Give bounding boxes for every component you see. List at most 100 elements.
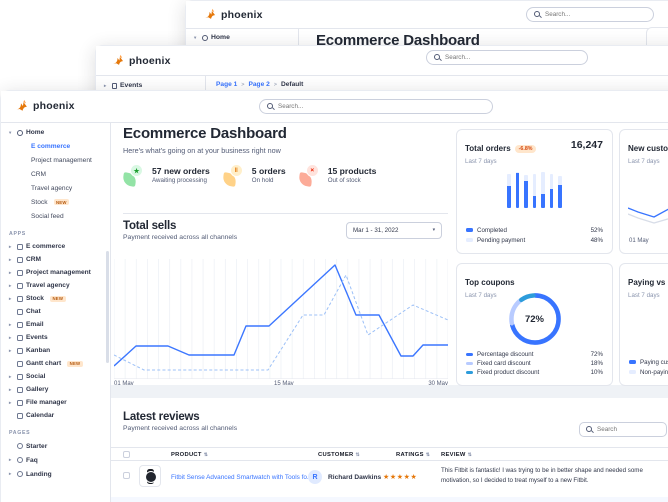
app-icon — [17, 295, 23, 302]
customer-name: Richard Dawkins — [328, 474, 382, 481]
next-row-strip — [111, 497, 668, 502]
sidebar-subitem[interactable]: Social feed — [1, 209, 110, 223]
legend-label: Fixed product discount — [477, 369, 540, 376]
breadcrumb-link[interactable]: Page 2 — [248, 81, 270, 88]
breadcrumb-separator: > — [273, 81, 277, 88]
sidebar-item-home[interactable]: ▾ Home — [194, 34, 298, 41]
sidebar-item-app[interactable]: ▸ Events — [1, 331, 110, 344]
page-icon — [17, 443, 23, 449]
sidebar-item-home[interactable]: ▾ Home — [1, 126, 110, 139]
total-sells-subtitle: Payment received across all channels — [123, 234, 238, 241]
product-link[interactable]: Fitbit Sense Advanced Smartwatch with To… — [171, 474, 313, 481]
page-title: Ecommerce Dashboard — [123, 125, 287, 142]
front-search-input[interactable] — [278, 103, 485, 110]
sidebar-item-app[interactable]: ▸ File manager — [1, 396, 110, 409]
sidebar-item-app[interactable]: ▸ Gallery — [1, 383, 110, 396]
smartwatch-image — [144, 468, 157, 484]
select-all-checkbox[interactable] — [123, 451, 130, 458]
page-subtitle: Here's what's going on at your business … — [123, 146, 281, 155]
column-header-customer[interactable]: CUSTOMER ⇅ — [318, 451, 360, 458]
sidebar-subitem[interactable]: Stock NEW — [1, 195, 110, 209]
sidebar-scrollbar[interactable] — [106, 251, 109, 363]
chevron-down-icon: ▾ — [9, 129, 12, 135]
card-title: Total orders -6.8% — [465, 144, 537, 153]
sidebar-item-label: File manager — [26, 399, 67, 406]
phoenix-logo[interactable]: phoenix — [204, 8, 263, 21]
chevron-right-icon: ▸ — [9, 347, 12, 353]
stat-caption: Awaiting processing — [152, 177, 207, 184]
reviews-search[interactable] — [579, 422, 667, 437]
app-icon — [17, 321, 23, 328]
sidebar-item-app[interactable]: ▸ Kanban — [1, 344, 110, 357]
pages-list: Starter ▸ Faq ▸ Landing — [1, 439, 110, 481]
legend-row: Percentage discount 72% — [466, 350, 603, 359]
reviews-search-input[interactable] — [597, 426, 660, 433]
sidebar-section-pages: PAGES — [9, 430, 31, 436]
change-badge: -6.8% — [514, 145, 537, 153]
sidebar-item-label: Stock — [26, 295, 44, 302]
middle-search[interactable] — [426, 50, 588, 65]
legend-row: Fixed product discount 10% — [466, 368, 603, 377]
row-checkbox[interactable] — [123, 472, 130, 479]
product-thumbnail[interactable] — [139, 465, 161, 487]
date-range-select[interactable]: Mar 1 - 31, 2022 ▾ — [346, 222, 442, 239]
legend-row: Fixed card discount 18% — [466, 359, 603, 368]
chevron-right-icon: ▸ — [9, 295, 12, 301]
sidebar-item-app[interactable]: ▸ Email — [1, 318, 110, 331]
top-coupons-card: Top coupons Last 7 days 72% Percentage d… — [456, 263, 613, 386]
sidebar-item-page[interactable]: ▸ Faq — [1, 453, 110, 467]
sidebar-subitem[interactable]: E commerce — [1, 139, 110, 153]
phoenix-logo[interactable]: phoenix — [15, 99, 75, 113]
app-icon — [17, 243, 23, 250]
sidebar-item-app[interactable]: ▸ Travel agency — [1, 279, 110, 292]
phoenix-logo-icon — [113, 54, 124, 65]
sidebar-item-app[interactable]: ▸ CRM — [1, 253, 110, 266]
legend-row: Paying customer — [629, 357, 668, 367]
sidebar-item-page[interactable]: ▸ Landing — [1, 467, 110, 481]
sidebar-item-app[interactable]: Gantt chart NEW — [1, 357, 110, 370]
phoenix-logo[interactable]: phoenix — [112, 54, 171, 67]
sidebar-item-label: Faq — [26, 456, 38, 464]
card-period: Last 7 days — [465, 292, 497, 299]
sidebar-item-label: Social feed — [31, 212, 64, 220]
sidebar-item-app[interactable]: ▸ Stock NEW — [1, 292, 110, 305]
column-header-ratings[interactable]: RATINGS ⇅ — [396, 451, 431, 458]
legend-marker — [466, 361, 473, 366]
phoenix-logo-icon — [205, 8, 216, 19]
latest-reviews-title: Latest reviews — [123, 411, 200, 423]
sidebar-subitem[interactable]: Travel agency — [1, 181, 110, 195]
sidebar-subitem[interactable]: CRM — [1, 167, 110, 181]
chevron-right-icon: ▸ — [9, 471, 12, 476]
back-search[interactable] — [526, 7, 654, 22]
front-search[interactable] — [259, 99, 493, 114]
stat-value: 57 new orders — [152, 166, 210, 176]
middle-search-input[interactable] — [445, 54, 580, 61]
search-icon — [434, 54, 441, 61]
sidebar-item-app[interactable]: Calendar — [1, 409, 110, 422]
reviews-table-header: PRODUCT ⇅ CUSTOMER ⇅ RATINGS ⇅ REVIEW ⇅ — [111, 447, 668, 461]
app-icon — [17, 269, 23, 276]
card-period: Last 7 days — [628, 292, 660, 299]
breadcrumb-link[interactable]: Page 1 — [216, 81, 238, 88]
sidebar-section-apps: APPS — [9, 231, 26, 237]
sidebar-subitem[interactable]: Project management — [1, 153, 110, 167]
column-header-review[interactable]: REVIEW ⇅ — [441, 451, 473, 458]
chevron-down-icon: ▾ — [432, 228, 435, 233]
legend-label: Fixed card discount — [477, 360, 531, 367]
column-header-product[interactable]: PRODUCT ⇅ — [171, 451, 209, 458]
sidebar-item-events[interactable]: ▸ Events — [104, 82, 205, 89]
search-icon — [267, 103, 274, 110]
sidebar-item-app[interactable]: Chat — [1, 305, 110, 318]
sidebar-item-page[interactable]: Starter — [1, 439, 110, 453]
sidebar-item-app[interactable]: ▸ Social — [1, 370, 110, 383]
stat-art: ‖ — [221, 163, 246, 187]
customer-avatar[interactable]: R — [308, 470, 322, 484]
sidebar-item-app[interactable]: ▸ E commerce — [1, 240, 110, 253]
total-sells-chart — [114, 259, 448, 379]
legend-row: Pending payment 48% — [466, 235, 603, 245]
order-bar — [541, 172, 545, 208]
order-bar — [558, 176, 562, 208]
sidebar-item-app[interactable]: ▸ Project management — [1, 266, 110, 279]
back-search-input[interactable] — [545, 11, 646, 18]
table-row[interactable]: Fitbit Sense Advanced Smartwatch with To… — [111, 461, 668, 497]
